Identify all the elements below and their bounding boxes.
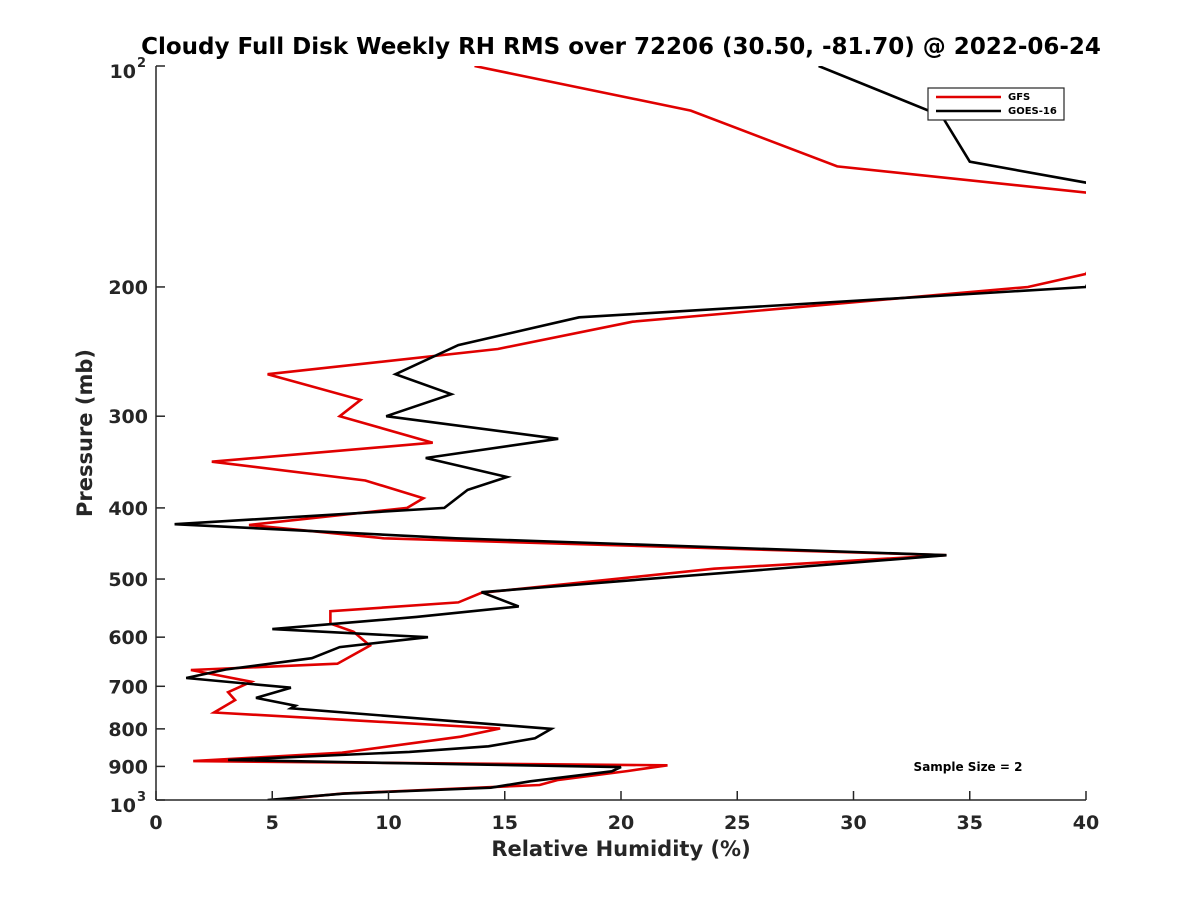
x-tick-label: 30 bbox=[840, 812, 866, 834]
x-tick-label: 35 bbox=[957, 812, 983, 834]
x-tick-label: 0 bbox=[149, 812, 162, 834]
x-tick-label: 40 bbox=[1073, 812, 1099, 834]
legend-label-goes16: GOES-16 bbox=[1008, 106, 1057, 117]
x-axis-label: Relative Humidity (%) bbox=[491, 837, 750, 861]
y-tick-label: 200 bbox=[108, 277, 148, 299]
x-tick-label: 25 bbox=[724, 812, 750, 834]
y-tick-label: 500 bbox=[108, 569, 148, 591]
y-tick-label: 800 bbox=[108, 719, 148, 741]
y-tick-label: 300 bbox=[108, 406, 148, 428]
sample-size-annotation: Sample Size = 2 bbox=[914, 760, 1023, 774]
axes-layer bbox=[155, 66, 1086, 801]
x-tick-label: 5 bbox=[266, 812, 279, 834]
y-tick-label: 400 bbox=[108, 498, 148, 520]
y-tick-label: 10 bbox=[110, 795, 136, 817]
series-layer bbox=[174, 66, 1086, 800]
series-line-goes16 bbox=[174, 66, 1086, 800]
y-axis-label: Pressure (mb) bbox=[73, 349, 97, 517]
x-ticks: 0 5 10 15 20 25 30 35 40 bbox=[149, 791, 1099, 834]
y-tick-label: 700 bbox=[108, 676, 148, 698]
y-tick-exponent: 2 bbox=[137, 56, 146, 71]
legend-label-gfs: GFS bbox=[1008, 92, 1030, 103]
y-tick-exponent: 3 bbox=[137, 790, 146, 805]
x-tick-label: 10 bbox=[375, 812, 401, 834]
y-tick-label: 10 bbox=[110, 61, 136, 83]
y-tick-label: 600 bbox=[108, 627, 148, 649]
legend: GFS GOES-16 bbox=[927, 87, 1065, 121]
series-line-gfs bbox=[190, 66, 1086, 800]
chart-title: Cloudy Full Disk Weekly RH RMS over 7220… bbox=[141, 34, 1101, 60]
x-tick-label: 20 bbox=[608, 812, 634, 834]
x-tick-label: 15 bbox=[492, 812, 518, 834]
legend-box bbox=[927, 87, 1065, 121]
y-tick-label: 900 bbox=[108, 756, 148, 778]
